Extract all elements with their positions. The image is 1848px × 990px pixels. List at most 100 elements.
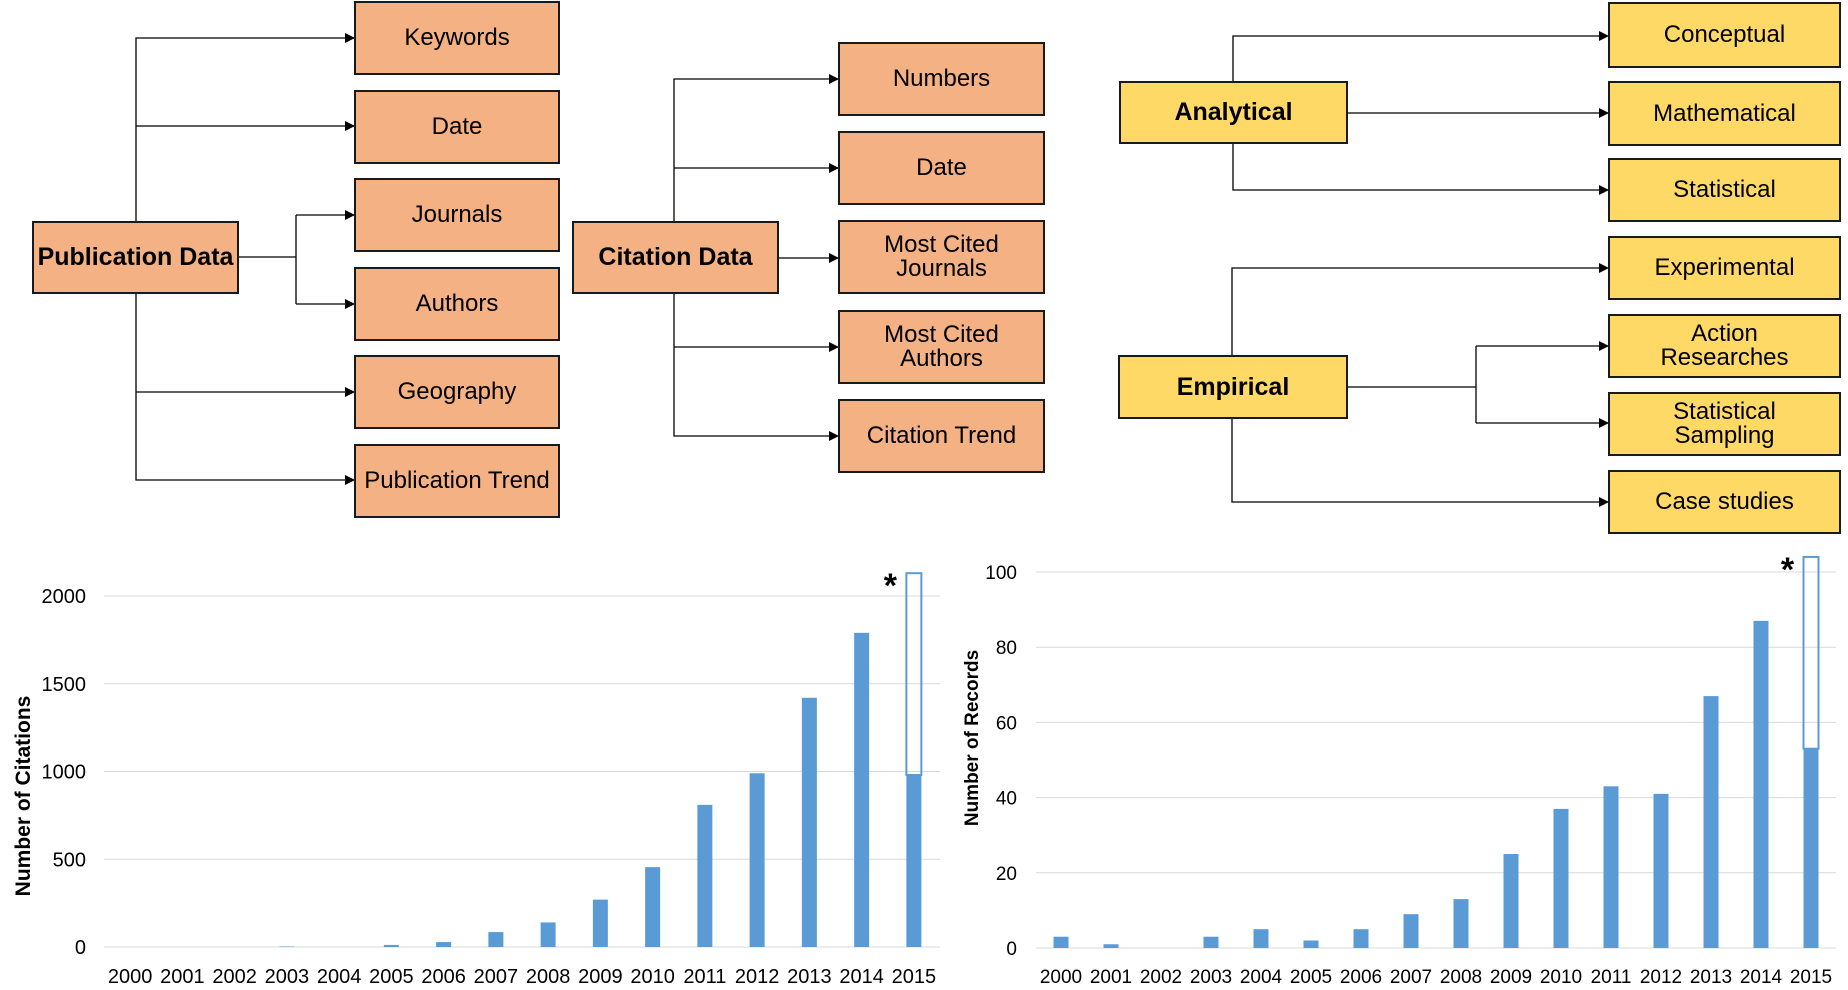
bar (645, 867, 661, 947)
bar (1553, 808, 1569, 948)
connector (1231, 418, 1609, 507)
citation-date-box: Date (838, 131, 1045, 205)
publication-trend-box: Publication Trend (354, 444, 560, 518)
bar (854, 632, 870, 947)
bar (1503, 854, 1519, 948)
connector (673, 293, 839, 441)
x-tick-label: 2000 (1040, 967, 1082, 988)
bar (1103, 944, 1119, 948)
bar (383, 944, 399, 947)
case-studies-box: Case studies (1608, 470, 1841, 534)
bar (1653, 793, 1669, 948)
x-tick-label: 2003 (265, 966, 310, 988)
analytical-box: Analytical (1119, 81, 1348, 144)
x-tick-label: 2004 (317, 966, 362, 988)
x-tick-label: 2012 (1640, 967, 1682, 988)
y-tick-label: 2000 (42, 586, 87, 608)
y-tick-label: 500 (53, 849, 86, 871)
x-tick-label: 2009 (578, 966, 623, 988)
x-tick-label: 2013 (787, 966, 832, 988)
x-tick-label: 2010 (630, 966, 675, 988)
date-box: Date (354, 90, 560, 164)
x-tick-label: 2005 (369, 966, 414, 988)
x-tick-label: 2008 (526, 966, 571, 988)
journals-box: Journals (354, 178, 560, 252)
bar (1053, 936, 1069, 948)
x-tick-label: 2010 (1540, 967, 1582, 988)
diagram-connectors (135, 31, 1609, 507)
x-tick-label: 2013 (1690, 967, 1732, 988)
bar (749, 773, 765, 947)
most-cited-journals-box: Most Cited Journals (838, 220, 1045, 294)
bar (540, 922, 556, 947)
y-tick-label: 40 (996, 789, 1017, 810)
y-tick-label: 1000 (42, 762, 87, 784)
x-tick-label: 2000 (108, 966, 153, 988)
y-tick-label: 0 (1006, 939, 1017, 960)
connector (1232, 31, 1609, 82)
y-axis-title: Number of Citations (12, 696, 35, 897)
bar (1453, 899, 1469, 948)
connector (1232, 143, 1609, 195)
bar (1703, 696, 1719, 948)
bar (1203, 936, 1219, 948)
bar (592, 899, 608, 947)
y-tick-label: 80 (996, 638, 1017, 659)
x-tick-label: 2006 (421, 966, 466, 988)
x-tick-label: 2007 (1390, 967, 1432, 988)
bar (801, 697, 817, 947)
bar (1603, 786, 1619, 948)
statistical-sampling-box: Statistical Sampling (1608, 392, 1841, 456)
most-cited-authors-box: Most Cited Authors (838, 310, 1045, 384)
geography-box: Geography (354, 355, 560, 429)
bar (436, 942, 452, 947)
x-tick-label: 2001 (1090, 967, 1132, 988)
x-tick-label: 2004 (1240, 967, 1283, 988)
statistical-box: Statistical (1608, 158, 1841, 222)
connector (135, 33, 355, 222)
bar (279, 946, 295, 947)
bar (1803, 748, 1819, 948)
x-tick-label: 2009 (1490, 967, 1532, 988)
x-tick-label: 2001 (160, 966, 205, 988)
x-tick-label: 2005 (1290, 967, 1332, 988)
mathematical-box: Mathematical (1608, 81, 1841, 146)
bar (488, 932, 504, 947)
x-tick-label: 2012 (735, 966, 780, 988)
x-tick-label: 2015 (892, 966, 937, 988)
bar (1753, 620, 1769, 948)
projection-asterisk: * (1781, 551, 1795, 589)
x-tick-label: 2002 (212, 966, 257, 988)
y-tick-label: 0 (75, 937, 86, 959)
projected-bar (905, 572, 923, 777)
connector (1231, 263, 1609, 356)
x-tick-label: 2002 (1140, 967, 1182, 988)
experimental-box: Experimental (1608, 236, 1841, 300)
x-tick-label: 2011 (1591, 967, 1632, 988)
y-tick-label: 60 (996, 713, 1017, 734)
x-tick-label: 2003 (1190, 967, 1232, 988)
x-tick-label: 2007 (474, 966, 519, 988)
bar (697, 804, 713, 947)
publication-data-root-box: Publication Data (32, 221, 239, 294)
numbers-box: Numbers (838, 42, 1045, 116)
citation-trend-box: Citation Trend (838, 399, 1045, 473)
bar (1403, 914, 1419, 948)
connector (135, 293, 355, 485)
bar (906, 775, 922, 947)
empirical-box: Empirical (1118, 355, 1348, 419)
y-tick-label: 20 (996, 864, 1017, 885)
bar (1253, 929, 1269, 948)
y-axis-title: Number of Records (962, 650, 983, 826)
x-tick-label: 2008 (1440, 967, 1482, 988)
x-tick-label: 2011 (683, 966, 726, 988)
projected-bar (1802, 555, 1820, 750)
action-researches-box: Action Researches (1608, 314, 1841, 378)
y-tick-label: 1500 (42, 674, 87, 696)
x-tick-label: 2015 (1790, 967, 1832, 988)
y-tick-label: 100 (985, 563, 1017, 584)
x-tick-label: 2014 (839, 966, 884, 988)
conceptual-box: Conceptual (1608, 2, 1841, 68)
